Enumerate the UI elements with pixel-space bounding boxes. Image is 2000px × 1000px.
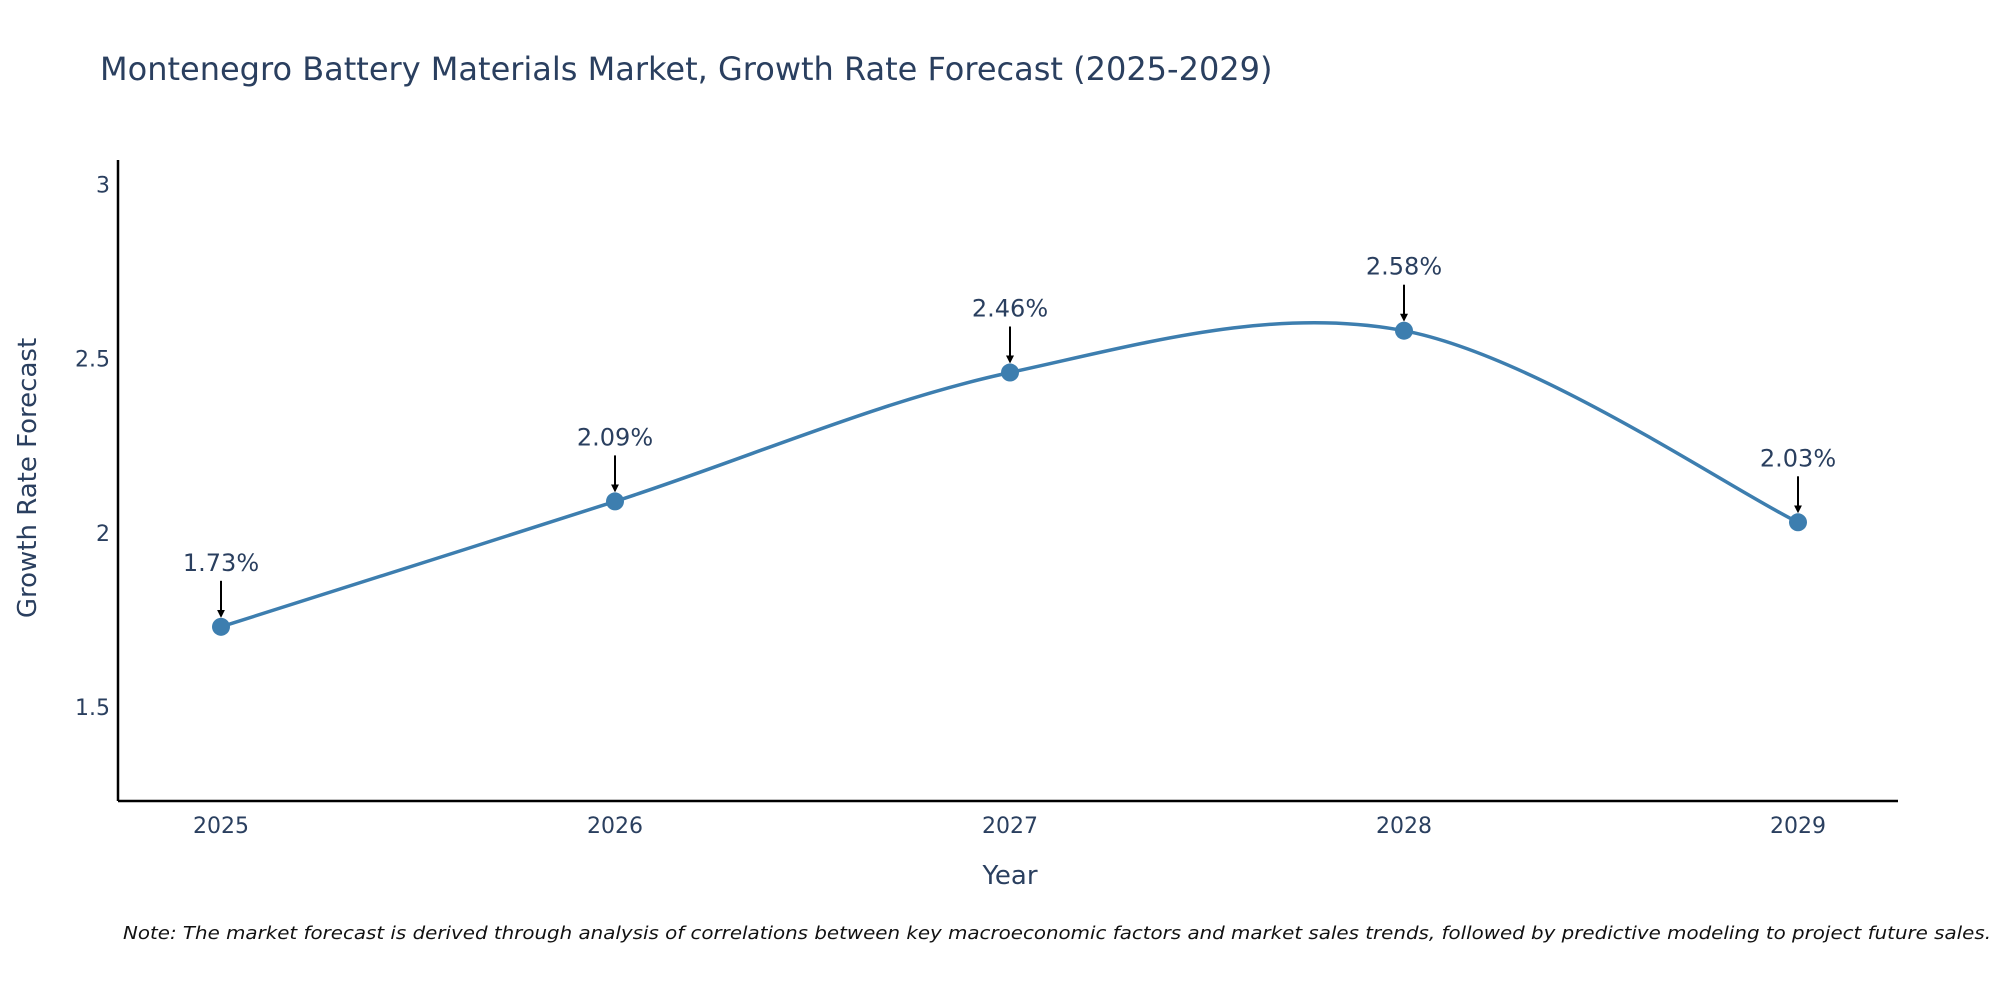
data-point-2025[interactable] — [212, 617, 230, 636]
x-tick-label: 2028 — [1376, 814, 1432, 839]
series-growth-rate — [212, 320, 1807, 636]
footnote: Note: The market forecast is derived thr… — [123, 923, 1991, 944]
y-tick-label: 2.5 — [75, 348, 110, 373]
x-axis-title: Year — [981, 861, 1037, 891]
x-tick-label: 2027 — [982, 814, 1038, 839]
data-label-2026: 2.09% — [577, 423, 653, 451]
data-point-2029[interactable] — [1789, 513, 1807, 532]
data-point-2028[interactable] — [1395, 321, 1413, 340]
y-axis-title: Growth Rate Forecast — [13, 338, 43, 618]
data-labels: 1.73% 2.09% 2.46% 2.58% 2.03% — [183, 253, 1836, 618]
axes — [116, 160, 1898, 803]
data-label-2029: 2.03% — [1760, 444, 1836, 472]
tick-labels: 1.5 2 2.5 3 2025 2026 2027 2028 2029 — [75, 173, 1826, 839]
data-label-2028: 2.58% — [1366, 253, 1442, 281]
data-label-2027: 2.46% — [972, 295, 1048, 323]
y-tick-label: 1.5 — [75, 696, 110, 721]
x-tick-label: 2026 — [587, 814, 643, 839]
y-tick-label: 3 — [96, 173, 110, 198]
data-label-2025: 1.73% — [183, 549, 259, 577]
data-point-2027[interactable] — [1001, 363, 1019, 382]
x-tick-label: 2025 — [193, 814, 249, 839]
y-tick-label: 2 — [96, 522, 110, 547]
x-tick-label: 2029 — [1770, 814, 1826, 839]
data-point-2026[interactable] — [606, 492, 624, 511]
chart-title: Montenegro Battery Materials Market, Gro… — [100, 50, 1273, 88]
